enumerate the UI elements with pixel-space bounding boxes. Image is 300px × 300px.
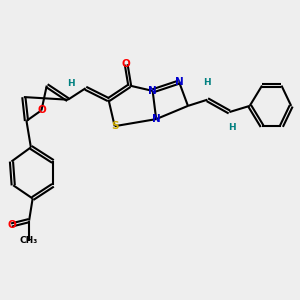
Text: O: O xyxy=(122,59,130,69)
Text: N: N xyxy=(175,77,184,87)
Text: O: O xyxy=(7,220,16,230)
Text: N: N xyxy=(148,86,157,96)
Text: CH₃: CH₃ xyxy=(20,236,38,245)
Text: S: S xyxy=(111,121,118,131)
Text: H: H xyxy=(203,78,211,87)
Text: N: N xyxy=(152,114,161,124)
Text: H: H xyxy=(228,123,236,132)
Text: O: O xyxy=(37,105,46,115)
Text: H: H xyxy=(67,79,74,88)
